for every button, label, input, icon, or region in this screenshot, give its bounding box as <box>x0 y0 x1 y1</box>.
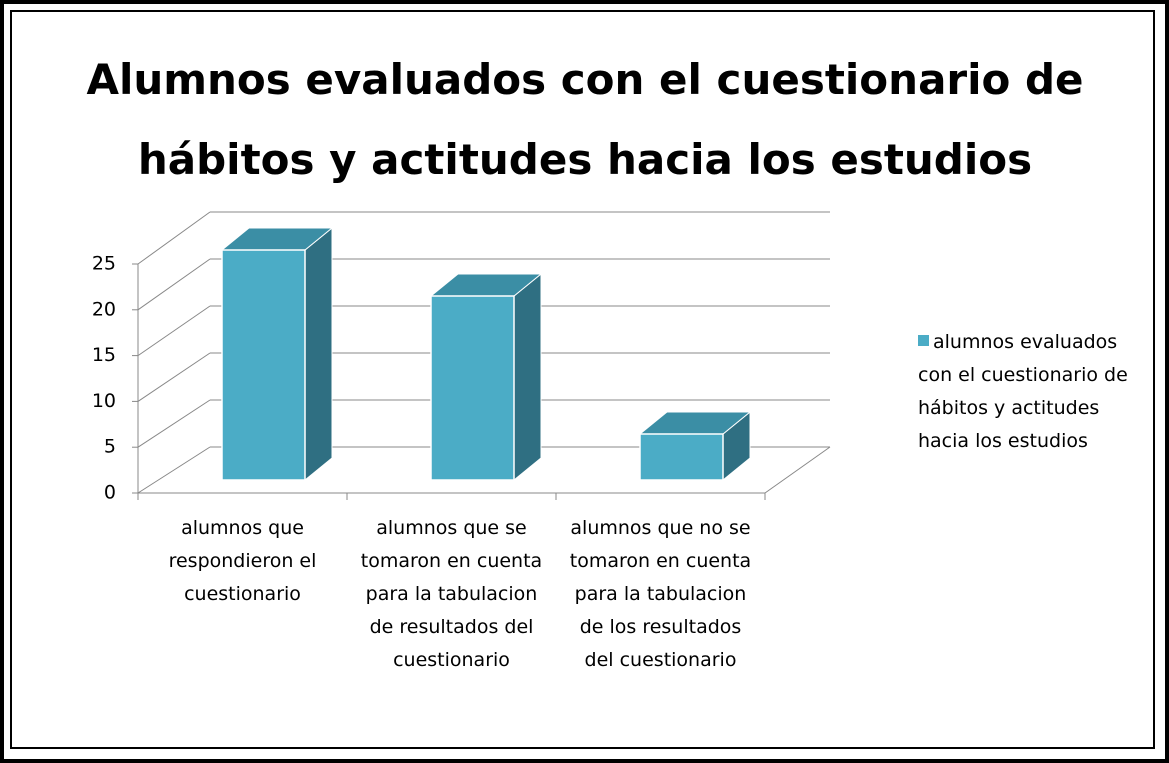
inner-frame <box>10 10 1155 749</box>
y-tick-label: 0 <box>104 482 116 504</box>
chart-title: Alumnos evaluados con el cuestionario de… <box>86 55 1084 184</box>
bar-side <box>304 226 333 482</box>
bar <box>221 249 306 481</box>
grid-line <box>137 446 211 494</box>
y-tick-label: 25 <box>92 253 116 275</box>
x-tick-label: alumnos que respondieron el cuestionario <box>168 517 317 605</box>
legend-label: alumnos evaluados con el cuestionario de… <box>918 331 1128 452</box>
x-tick-label: alumnos que se tomaron en cuenta para la… <box>360 517 543 671</box>
y-tick-label: 15 <box>92 344 116 366</box>
bar <box>430 295 515 481</box>
grid-line <box>137 399 211 448</box>
grid-line <box>137 211 211 265</box>
bar-side <box>513 272 542 482</box>
grid-line <box>137 305 211 357</box>
legend: alumnos evaluados con el cuestionario de… <box>918 326 1138 458</box>
bar <box>639 433 724 481</box>
x-tick-label: alumnos que no se tomaron en cuenta para… <box>569 517 752 671</box>
y-tick-label: 10 <box>92 390 116 412</box>
grid-line <box>137 258 211 311</box>
y-tick-label: 5 <box>104 436 116 458</box>
y-tick-label: 20 <box>92 298 116 320</box>
grid-line <box>137 352 211 402</box>
axis-line <box>764 446 831 494</box>
legend-key <box>918 335 929 346</box>
